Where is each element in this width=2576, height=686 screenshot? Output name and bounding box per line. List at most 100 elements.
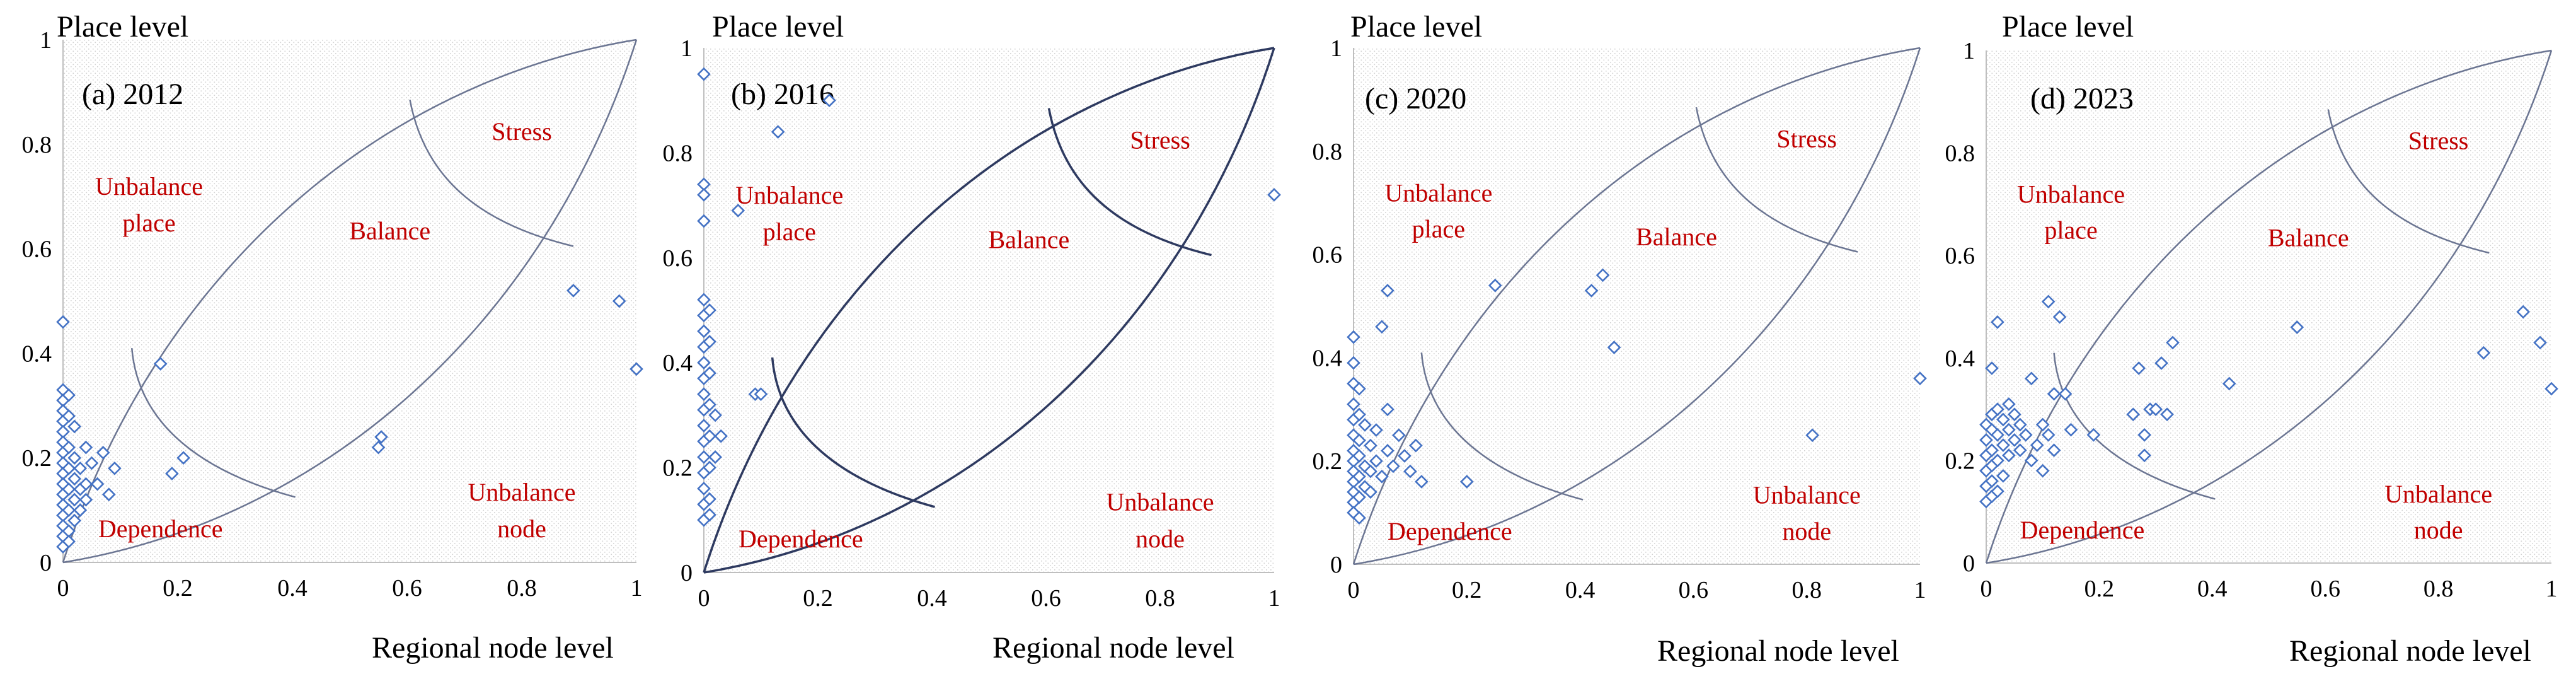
data-point: [2154, 356, 2168, 370]
x-axis-title: Regional node level: [2289, 634, 2531, 668]
data-point: [1996, 412, 2010, 427]
x-axis-title: Regional node level: [992, 631, 1234, 665]
data-point: [2290, 320, 2304, 334]
data-point: [2166, 335, 2180, 350]
x-tick-label: 0.4: [2197, 576, 2228, 602]
data-point: [1415, 475, 1429, 489]
data-point: [1403, 464, 1417, 479]
data-point: [2035, 417, 2050, 432]
y-tick-label: 0.4: [22, 340, 52, 367]
x-tick-label: 0.8: [1791, 577, 1822, 603]
x-axis-title: Regional node level: [1657, 634, 1899, 668]
data-point: [1352, 433, 1366, 448]
x-axis-title: Regional node level: [372, 631, 614, 665]
data-point: [1381, 284, 1394, 298]
dependence-boundary-curve: [2053, 352, 2216, 500]
zone-label-balance: Balance: [988, 226, 1069, 254]
zone-label-dependence: Dependence: [1388, 517, 1512, 545]
data-point: [73, 461, 88, 475]
y-tick-label: 1: [1330, 35, 1342, 62]
data-point: [2041, 427, 2056, 442]
zone-label-dependence: Dependence: [739, 525, 863, 553]
zone-label-balance: Balance: [1636, 223, 1717, 251]
lower-boundary-curve: [1986, 50, 2553, 564]
data-point: [566, 284, 580, 298]
panel-title: (b) 2016: [731, 78, 834, 111]
data-point: [2013, 443, 2027, 457]
data-point: [79, 492, 93, 507]
data-point: [374, 430, 388, 444]
data-point: [1979, 433, 1993, 447]
x-tick-label: 0.8: [507, 575, 537, 602]
data-point: [62, 461, 76, 475]
data-point: [2047, 443, 2061, 457]
data-point: [703, 492, 716, 506]
data-point: [708, 450, 722, 464]
data-point: [2222, 376, 2236, 391]
data-point: [1392, 428, 1406, 443]
data-point: [108, 461, 122, 475]
zone-label-dependence: Dependence: [98, 514, 223, 543]
y-tick-label: 0.8: [1313, 139, 1343, 165]
x-tick-label: 0.6: [2310, 576, 2340, 602]
x-tick-label: 0: [698, 585, 710, 612]
y-tick-label: 0.2: [663, 455, 693, 482]
panel-1: 0 0.2 0.4 0.6 0.8 1 0 0.2 0.4 0.6 0.8 1 (a) 2012 Plac…: [22, 10, 643, 665]
y-tick-label: 0.4: [1945, 346, 1975, 372]
panel-title: (a) 2012: [82, 78, 183, 111]
y-tick-label: 0.8: [1945, 141, 1975, 167]
data-point: [1369, 423, 1383, 437]
zone-label-unbalance-node: Unbalance node: [1106, 488, 1214, 553]
data-point: [2149, 402, 2163, 416]
stress-boundary-curve: [1695, 107, 1858, 253]
data-point: [2160, 407, 2174, 422]
data-point: [2013, 417, 2027, 432]
data-point: [62, 482, 76, 496]
x-tick-label: 0.6: [1031, 585, 1061, 612]
data-point: [67, 419, 82, 434]
data-point: [2002, 448, 2016, 463]
zone-label-dependence: Dependence: [2020, 516, 2145, 544]
data-point: [630, 362, 643, 376]
data-point: [703, 429, 716, 443]
data-point: [1364, 485, 1377, 499]
x-tick-label: 0: [1348, 577, 1360, 603]
data-point: [176, 451, 190, 465]
data-point: [1352, 511, 1366, 525]
y-tick-label: 1: [681, 35, 693, 62]
stress-boundary-curve: [2327, 109, 2490, 254]
data-point: [2041, 294, 2056, 309]
plot-area: [1986, 50, 2551, 563]
data-point: [2064, 422, 2078, 437]
data-point: [165, 467, 179, 480]
data-point: [1913, 371, 1927, 385]
data-point: [731, 204, 745, 218]
y-tick-label: 0: [40, 550, 52, 576]
stress-boundary-curve: [409, 100, 574, 247]
data-point: [2035, 463, 2050, 478]
panel-2: 0 0.2 0.4 0.6 0.8 1 0 0.2 0.4 0.6 0.8 1 (b) 2016 Plac…: [663, 10, 1281, 665]
data-point: [2002, 422, 2016, 437]
zone-label-unbalance-node: Unbalance node: [2384, 480, 2492, 544]
data-point: [1358, 418, 1372, 432]
y-tick-label: 0.6: [1313, 242, 1343, 269]
panel-title: (c) 2020: [1365, 82, 1466, 115]
data-point: [67, 451, 82, 465]
upper-boundary-curve: [1352, 47, 1921, 565]
data-point: [703, 460, 716, 475]
dependence-boundary-curve: [130, 347, 296, 498]
plot-area: [63, 40, 636, 562]
y-tick-label: 0.4: [663, 350, 693, 376]
data-point: [67, 472, 82, 486]
x-tick-label: 1: [2546, 576, 2558, 602]
data-point: [96, 446, 110, 460]
data-point: [2516, 305, 2530, 319]
x-tick-label: 0.6: [1679, 577, 1709, 603]
data-point: [2052, 310, 2067, 324]
upper-boundary-curve: [62, 38, 637, 563]
zone-label-stress: Stress: [2408, 126, 2469, 154]
data-point: [1381, 443, 1394, 458]
data-point: [697, 387, 711, 401]
data-point: [708, 408, 722, 422]
